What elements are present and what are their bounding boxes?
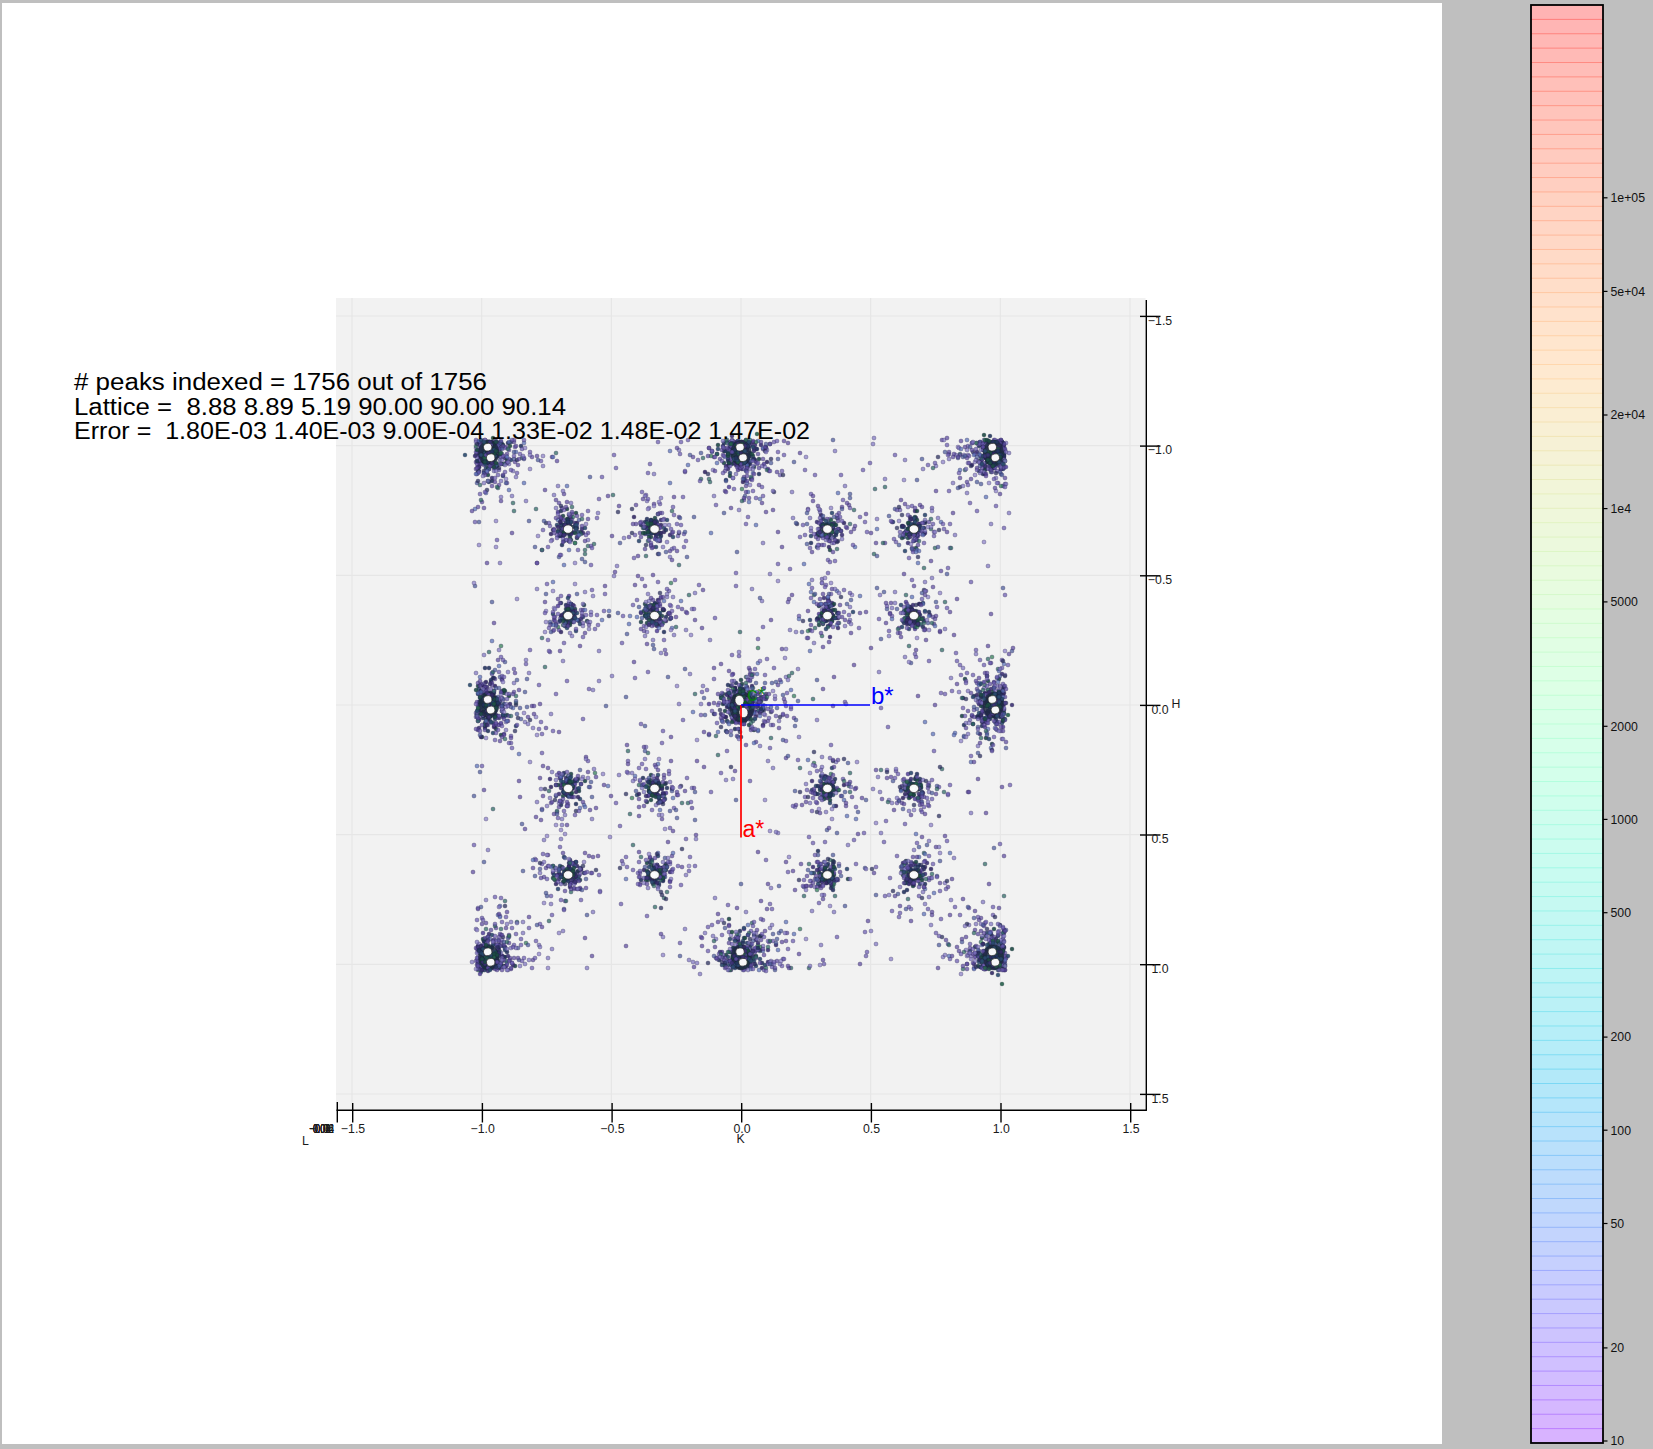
svg-text:L: L [302, 1134, 309, 1148]
svg-text:0.0: 0.0 [1151, 703, 1168, 717]
svg-text:2000: 2000 [1611, 720, 1639, 734]
svg-text:0.06: 0.06 [313, 1122, 330, 1136]
svg-text:100: 100 [1611, 1124, 1632, 1138]
svg-text:5e+04: 5e+04 [1611, 285, 1646, 299]
svg-text:1.5: 1.5 [1151, 1092, 1168, 1106]
svg-text:H: H [1172, 697, 1181, 711]
svg-text:1000: 1000 [1611, 813, 1639, 827]
svg-text:b*: b* [871, 682, 894, 709]
svg-text:5000: 5000 [1611, 595, 1639, 609]
svg-text:1.0: 1.0 [1151, 962, 1168, 976]
svg-text:1e4: 1e4 [1611, 502, 1632, 516]
svg-text:1.5: 1.5 [1122, 1122, 1139, 1136]
svg-text:200: 200 [1611, 1030, 1632, 1044]
svg-text:1.0: 1.0 [993, 1122, 1010, 1136]
svg-text:c*: c* [747, 682, 766, 705]
svg-text:−1.5: −1.5 [1148, 314, 1172, 328]
svg-text:Lattice = 8.88 8.89 5.19 90.0: Lattice = 8.88 8.89 5.19 90.00 90.00 90.… [74, 394, 566, 420]
svg-text:500: 500 [1611, 906, 1632, 920]
svg-text:0.5: 0.5 [863, 1122, 880, 1136]
svg-text:0.5: 0.5 [1151, 832, 1168, 846]
svg-text:K: K [736, 1132, 745, 1146]
svg-text:10: 10 [1611, 1434, 1625, 1448]
svg-text:1e+05: 1e+05 [1611, 191, 1646, 205]
svg-text:# peaks indexed = 1756 out of: # peaks indexed = 1756 out of 1756 [74, 369, 487, 395]
svg-text:20: 20 [1611, 1341, 1625, 1355]
svg-text:−1.5: −1.5 [341, 1122, 365, 1136]
svg-text:Error = 1.80E-03 1.40E-03 9.0: Error = 1.80E-03 1.40E-03 9.00E-04 1.33E… [74, 418, 810, 444]
svg-text:−0.5: −0.5 [600, 1122, 624, 1136]
svg-text:a*: a* [743, 816, 765, 842]
svg-text:2e+04: 2e+04 [1611, 408, 1646, 422]
svg-text:−1.0: −1.0 [1148, 443, 1172, 457]
svg-text:−1.0: −1.0 [471, 1122, 495, 1136]
svg-text:50: 50 [1611, 1217, 1625, 1231]
svg-text:−0.5: −0.5 [1148, 573, 1172, 587]
